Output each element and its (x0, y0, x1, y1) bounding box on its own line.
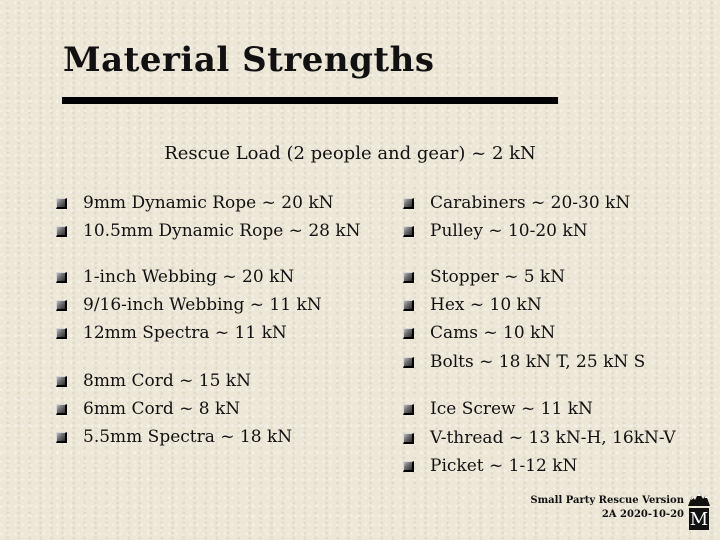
list-item-text: 9/16-inch Webbing ~ 11 kN (83, 295, 322, 315)
bullet-icon (56, 376, 67, 387)
bullet-icon (403, 272, 414, 283)
bullet-icon (56, 432, 67, 443)
bullet-icon (403, 357, 414, 368)
bullet-icon (403, 198, 414, 209)
bullet-icon (403, 404, 414, 415)
bullet-icon (403, 461, 414, 472)
list-item-text: Pulley ~ 10-20 kN (430, 221, 588, 241)
bullet-icon (403, 328, 414, 339)
list-item-text: V-thread ~ 13 kN-H, 16kN-V (430, 428, 676, 448)
logo-letter: M (690, 509, 708, 530)
list-item-text: Ice Screw ~ 11 kN (430, 399, 593, 419)
list-item-text: Carabiners ~ 20-30 kN (430, 193, 631, 213)
bullet-icon (403, 300, 414, 311)
bullet-icon (56, 404, 67, 415)
list-item-text: Cams ~ 10 kN (430, 323, 556, 343)
mountaineers-logo-icon: M (688, 492, 710, 530)
slide-subtitle: Rescue Load (2 people and gear) ~ 2 kN (164, 143, 536, 164)
bullet-icon (403, 433, 414, 444)
list-item-text: 10.5mm Dynamic Rope ~ 28 kN (83, 221, 361, 241)
list-item-text: Hex ~ 10 kN (430, 295, 542, 315)
list-item-text: 1-inch Webbing ~ 20 kN (83, 267, 295, 287)
list-item-text: Picket ~ 1-12 kN (430, 456, 578, 476)
bullet-icon (56, 300, 67, 311)
list-item-text: 6mm Cord ~ 8 kN (83, 399, 241, 419)
bullet-icon (56, 226, 67, 237)
bullet-icon (56, 328, 67, 339)
slide-title: Material Strengths (63, 40, 435, 80)
footer-date: 2A 2020-10-20 (601, 509, 684, 520)
list-item-text: 12mm Spectra ~ 11 kN (83, 323, 287, 343)
title-underline (62, 97, 558, 104)
list-item-text: Stopper ~ 5 kN (430, 267, 566, 287)
footer-text: Small Party Rescue Version 2A 2020-10-20 (530, 494, 684, 522)
footer-version: Small Party Rescue Version (530, 495, 684, 506)
list-item-text: 5.5mm Spectra ~ 18 kN (83, 427, 293, 447)
list-item-text: 9mm Dynamic Rope ~ 20 kN (83, 193, 334, 213)
bullet-icon (56, 198, 67, 209)
list-item-text: Bolts ~ 18 kN T, 25 kN S (430, 352, 646, 372)
bullet-icon (56, 272, 67, 283)
bullet-icon (403, 226, 414, 237)
list-item-text: 8mm Cord ~ 15 kN (83, 371, 251, 391)
